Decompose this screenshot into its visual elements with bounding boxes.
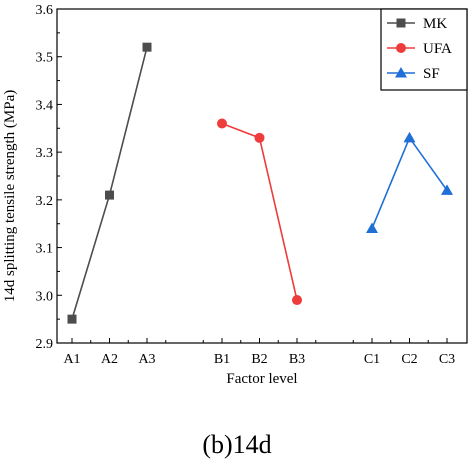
- x-tick-label: A2: [101, 352, 118, 367]
- data-point-sf: [366, 222, 378, 233]
- y-tick-label: 3.4: [36, 98, 54, 113]
- y-tick-label: 2.9: [36, 337, 54, 352]
- series-markers: [67, 42, 453, 324]
- y-tick-label: 3.0: [36, 289, 54, 304]
- x-tick-label: C1: [364, 352, 380, 367]
- figure-caption: (b)14d: [202, 430, 272, 459]
- chart: 2.9 3.0 3.1 3.2 3.3 3.4 3.5 3.6 A1 A2 A3 B1 B2 B3 C1 C…: [2, 3, 468, 387]
- y-tick-label: 3.1: [36, 242, 54, 257]
- legend-marker-ufa: [396, 43, 406, 53]
- data-point-ufa: [254, 132, 265, 143]
- data-point-mk: [67, 314, 77, 324]
- y-tick-label: 3.5: [36, 51, 54, 66]
- x-tick-label: B1: [214, 352, 230, 367]
- x-tick-label: A1: [63, 352, 80, 367]
- x-tick-label: B3: [289, 352, 305, 367]
- x-axis-title: Factor level: [226, 371, 297, 387]
- x-tick-label: A3: [138, 352, 155, 367]
- legend: MK UFA SF: [380, 8, 468, 91]
- legend-label-mk: MK: [423, 16, 447, 32]
- legend-label-sf: SF: [423, 66, 440, 82]
- series-line-sf: [371, 136, 448, 229]
- legend-label-ufa: UFA: [423, 41, 452, 57]
- y-tick-label: 3.6: [36, 3, 54, 18]
- y-axis-title: 14d splitting tensile strength (MPa): [2, 90, 18, 302]
- data-point-mk: [142, 42, 152, 52]
- x-tick-label: C3: [439, 352, 455, 367]
- y-tick-label: 3.2: [36, 194, 54, 209]
- data-point-mk: [105, 190, 114, 200]
- legend-marker-mk: [396, 18, 406, 28]
- x-tick-label: C2: [401, 352, 417, 367]
- series-line-mk: [71, 46, 148, 320]
- data-point-sf: [403, 131, 416, 143]
- y-tick-label: 3.3: [36, 146, 54, 161]
- data-point-ufa: [217, 118, 227, 129]
- legend-marker-sf: [395, 67, 407, 78]
- x-axis-ticks: A1 A2 A3 B1 B2 B3 C1 C2 C3: [63, 338, 455, 367]
- data-point-sf: [441, 184, 453, 195]
- x-tick-label: B2: [251, 352, 267, 367]
- data-point-ufa: [292, 295, 302, 306]
- y-axis-ticks: 2.9 3.0 3.1 3.2 3.3 3.4 3.5 3.6: [36, 3, 62, 352]
- series-line-ufa: [221, 122, 298, 301]
